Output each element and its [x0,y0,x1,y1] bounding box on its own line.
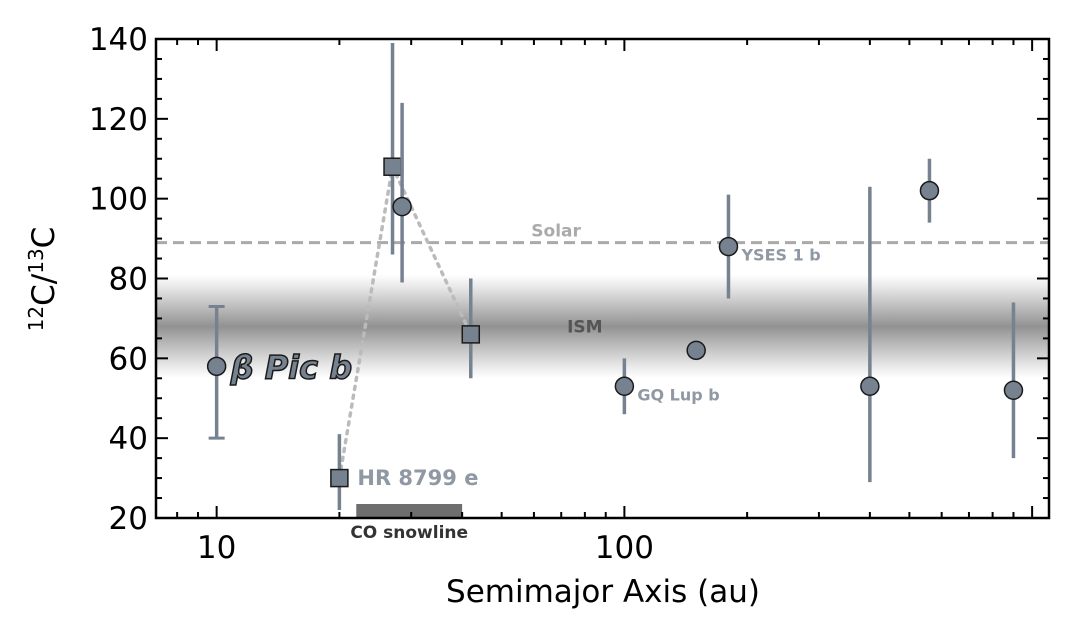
y-tick-label: 40 [109,421,148,457]
circle-marker [614,376,635,397]
point-label: YSES 1 b [740,246,820,265]
data-point [206,304,227,440]
circle-marker [686,340,706,361]
y-axis-title-part1: C/ [26,273,62,306]
x-tick-label: 100 [595,530,654,566]
y-tick-label: 120 [89,102,148,138]
plot-frame [154,37,1051,520]
y-tick-label: 140 [89,22,148,58]
data-point [718,194,739,299]
data-point [461,278,481,379]
data-point [614,358,635,415]
labels-layer: ISM Solar CO snowline 10 100 20 40 60 80 100 120 14… [89,22,821,566]
circle-marker [392,196,412,217]
data-point [1003,302,1024,459]
square-marker [330,468,349,488]
square-marker [461,325,481,344]
data-marks [206,42,1024,511]
y-axis-title-part2: C [26,227,62,249]
point-label: β Pic b [230,348,352,386]
y-axis-title: 12C/13C [24,227,62,332]
circle-marker [1003,380,1024,401]
data-point [860,186,880,483]
x-axis-title: Semimajor Axis (au) [446,574,760,610]
circle-marker [718,236,739,257]
data-point [330,434,349,511]
data-point [919,158,940,223]
solar-label: Solar [531,222,581,242]
co-snowline-bar [356,504,463,518]
x-tick-label: 10 [197,530,236,566]
y-tick-label: 80 [109,262,148,298]
point-label: GQ Lup b [637,385,719,404]
circle-marker [206,356,227,377]
square-marker [383,157,402,176]
circle-marker [919,180,940,201]
data-point [383,42,402,255]
y-tick-label: 20 [109,501,148,537]
background-layer [156,241,1049,518]
data-point [686,340,706,361]
ism-label: ISM [567,317,603,337]
y-tick-label: 100 [89,182,148,218]
ism-band [156,274,1049,379]
circle-marker [860,376,880,397]
y-axis-title-sup1: 12 [24,306,48,331]
point-label: HR 8799 e [357,466,478,490]
data-point [392,102,412,283]
y-tick-label: 60 [109,341,148,377]
co-snowline-label: CO snowline [350,523,468,543]
y-axis-title-sup2: 13 [24,248,48,273]
